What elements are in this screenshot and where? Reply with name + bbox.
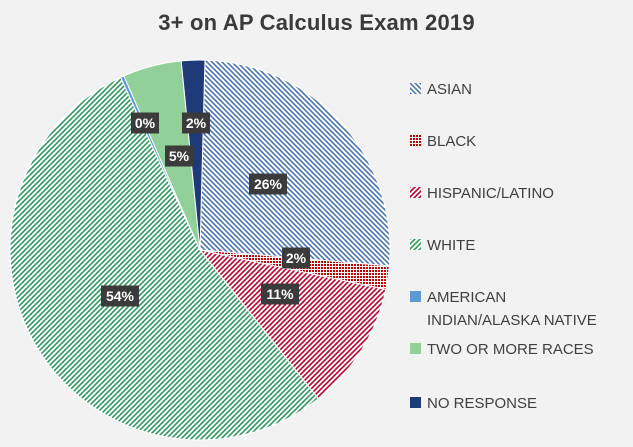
pie-slice-no-response	[180, 59, 206, 251]
legend-label: TWO OR MORE RACES	[427, 341, 594, 358]
pie-slice-white	[9, 76, 320, 441]
legend-item: HISPANIC/LATINO	[410, 182, 625, 205]
legend-item: BLACK	[410, 130, 625, 153]
data-label-bg	[249, 173, 287, 195]
data-label: 0%	[135, 115, 156, 131]
legend-item: TWO OR MORE RACES	[410, 338, 625, 361]
legend-label: WHITE	[427, 237, 476, 254]
legend-label: BLACK	[427, 133, 477, 150]
chart-title: 3+ on AP Calculus Exam 2019	[158, 10, 475, 35]
data-label: 2%	[186, 115, 207, 131]
pie-slice-hispanic-latino	[198, 249, 387, 400]
legend-swatch	[410, 239, 421, 250]
data-label: 11%	[266, 286, 294, 302]
data-label-bg	[182, 112, 210, 134]
legend-label: AMERICAN INDIAN/ALASKA NATIVE	[427, 289, 597, 329]
data-label-bg	[165, 145, 193, 167]
legend-swatch	[410, 343, 421, 354]
data-label: 54%	[106, 288, 135, 304]
legend-label: NO RESPONSE	[427, 395, 538, 412]
legend-item: NO RESPONSE	[410, 392, 625, 415]
legend-swatch	[410, 187, 421, 198]
legend-swatch	[410, 397, 421, 408]
legend-label: ASIAN	[427, 81, 473, 98]
legend-item: AMERICAN INDIAN/ALASKA NATIVE	[410, 286, 625, 332]
pie-slice-asian	[199, 59, 391, 267]
data-label: 5%	[169, 148, 190, 164]
legend-swatch	[410, 83, 421, 94]
data-label-bg	[261, 283, 299, 305]
legend-swatch	[410, 291, 421, 302]
data-label: 26%	[254, 176, 283, 192]
legend-label: HISPANIC/LATINO	[427, 185, 554, 202]
data-label-bg	[101, 285, 139, 307]
legend-item: ASIAN	[410, 78, 625, 101]
data-label-bg	[282, 247, 310, 269]
data-label: 2%	[286, 250, 307, 266]
legend-item: WHITE	[410, 234, 625, 257]
legend-swatch	[410, 135, 421, 146]
data-label-bg	[131, 112, 159, 134]
